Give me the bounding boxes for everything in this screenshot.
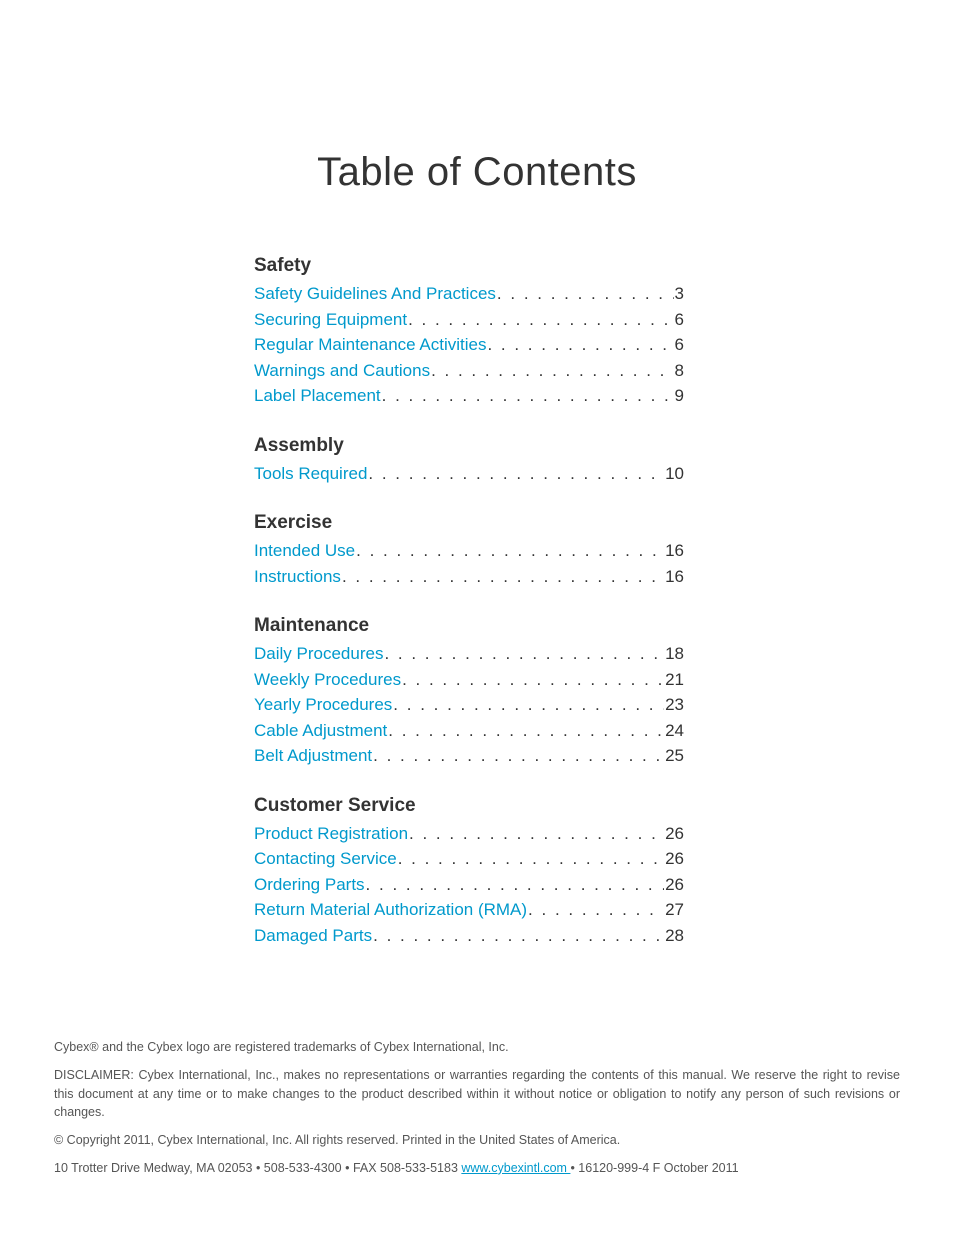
- toc-dots: [373, 743, 664, 769]
- toc-entry-page: 21: [664, 667, 684, 693]
- toc-entry-label: Safety Guidelines And Practices: [254, 281, 496, 307]
- toc-dots: [366, 872, 665, 898]
- toc-dots: [528, 897, 664, 923]
- toc-entry[interactable]: Safety Guidelines And Practices 3: [254, 281, 684, 307]
- toc-entry-label: Instructions: [254, 564, 341, 590]
- toc-entry-label: Daily Procedures: [254, 641, 383, 667]
- contact-post: • 16120-999-4 F October 2011: [570, 1161, 738, 1175]
- page-title: Table of Contents: [54, 150, 900, 195]
- toc-entry-page: 27: [664, 897, 684, 923]
- toc-entry-label: Return Material Authorization (RMA): [254, 897, 527, 923]
- toc-entry-label: Tools Required: [254, 461, 367, 487]
- toc-entry-page: 3: [674, 281, 684, 307]
- toc-dots: [393, 692, 664, 718]
- toc-entry-page: 28: [664, 923, 684, 949]
- toc-dots: [431, 358, 673, 384]
- toc-entry[interactable]: Intended Use 16: [254, 538, 684, 564]
- toc-entry-label: Product Registration: [254, 821, 408, 847]
- toc-entry-label: Regular Maintenance Activities: [254, 332, 486, 358]
- toc-dots: [388, 718, 664, 744]
- toc-entry-label: Yearly Procedures: [254, 692, 392, 718]
- toc-entry[interactable]: Product Registration 26: [254, 821, 684, 847]
- toc-dots: [368, 461, 664, 487]
- toc-entry[interactable]: Belt Adjustment 25: [254, 743, 684, 769]
- toc-dots: [384, 641, 664, 667]
- toc-entry[interactable]: Contacting Service 26: [254, 846, 684, 872]
- toc-dots: [402, 667, 664, 693]
- toc-entry[interactable]: Instructions 16: [254, 564, 684, 590]
- toc-entry-label: Damaged Parts: [254, 923, 372, 949]
- toc-dots: [398, 846, 664, 872]
- toc-entry-page: 24: [664, 718, 684, 744]
- toc-dots: [356, 538, 664, 564]
- toc-entry-page: 18: [664, 641, 684, 667]
- toc-entry-label: Cable Adjustment: [254, 718, 387, 744]
- toc-entry-page: 26: [664, 846, 684, 872]
- toc-entry-page: 9: [674, 383, 684, 409]
- toc-entry-page: 6: [674, 332, 684, 358]
- toc-entry-label: Intended Use: [254, 538, 355, 564]
- toc-entry-label: Contacting Service: [254, 846, 397, 872]
- contact-line: 10 Trotter Drive Medway, MA 02053 • 508-…: [54, 1159, 900, 1177]
- toc-entry-label: Label Placement: [254, 383, 381, 409]
- toc-entry[interactable]: Regular Maintenance Activities 6: [254, 332, 684, 358]
- toc-entry[interactable]: Return Material Authorization (RMA) 27: [254, 897, 684, 923]
- toc-entry[interactable]: Yearly Procedures 23: [254, 692, 684, 718]
- section-heading: Customer Service: [254, 795, 684, 817]
- section-heading: Assembly: [254, 435, 684, 457]
- toc-dots: [382, 383, 674, 409]
- table-of-contents: SafetySafety Guidelines And Practices3Se…: [254, 255, 684, 948]
- toc-entry[interactable]: Damaged Parts 28: [254, 923, 684, 949]
- toc-entry-label: Weekly Procedures: [254, 667, 401, 693]
- toc-entry[interactable]: Ordering Parts 26: [254, 872, 684, 898]
- toc-dots: [487, 332, 673, 358]
- toc-entry[interactable]: Warnings and Cautions 8: [254, 358, 684, 384]
- toc-entry-page: 16: [664, 538, 684, 564]
- toc-entry[interactable]: Securing Equipment 6: [254, 307, 684, 333]
- copyright-text: © Copyright 2011, Cybex International, I…: [54, 1131, 900, 1149]
- toc-dots: [373, 923, 664, 949]
- toc-dots: [497, 281, 674, 307]
- toc-entry-label: Securing Equipment: [254, 307, 407, 333]
- toc-entry-label: Ordering Parts: [254, 872, 365, 898]
- toc-entry[interactable]: Daily Procedures 18: [254, 641, 684, 667]
- toc-entry-page: 16: [664, 564, 684, 590]
- website-link[interactable]: www.cybexintl.com: [461, 1161, 570, 1175]
- footer: Cybex® and the Cybex logo are registered…: [54, 1038, 900, 1187]
- toc-entry-page: 26: [664, 821, 684, 847]
- toc-entry[interactable]: Weekly Procedures 21: [254, 667, 684, 693]
- toc-entry-page: 8: [674, 358, 684, 384]
- toc-entry-label: Belt Adjustment: [254, 743, 372, 769]
- toc-entry-page: 23: [664, 692, 684, 718]
- contact-pre: 10 Trotter Drive Medway, MA 02053 • 508-…: [54, 1161, 461, 1175]
- section-heading: Maintenance: [254, 615, 684, 637]
- toc-entry[interactable]: Cable Adjustment 24: [254, 718, 684, 744]
- section-heading: Exercise: [254, 512, 684, 534]
- toc-dots: [342, 564, 664, 590]
- toc-dots: [408, 307, 673, 333]
- toc-entry-label: Warnings and Cautions: [254, 358, 430, 384]
- toc-entry-page: 10: [664, 461, 684, 487]
- toc-entry-page: 25: [664, 743, 684, 769]
- toc-dots: [409, 821, 664, 847]
- toc-entry-page: 26: [664, 872, 684, 898]
- trademark-text: Cybex® and the Cybex logo are registered…: [54, 1038, 900, 1056]
- disclaimer-text: DISCLAIMER: Cybex International, Inc., m…: [54, 1066, 900, 1120]
- toc-entry-page: 6: [674, 307, 684, 333]
- toc-entry[interactable]: Tools Required 10: [254, 461, 684, 487]
- page: Table of Contents Safety Safety Guideline…: [0, 0, 954, 1235]
- toc-entry[interactable]: Label Placement 9: [254, 383, 684, 409]
- section-heading: Safety: [254, 255, 684, 277]
